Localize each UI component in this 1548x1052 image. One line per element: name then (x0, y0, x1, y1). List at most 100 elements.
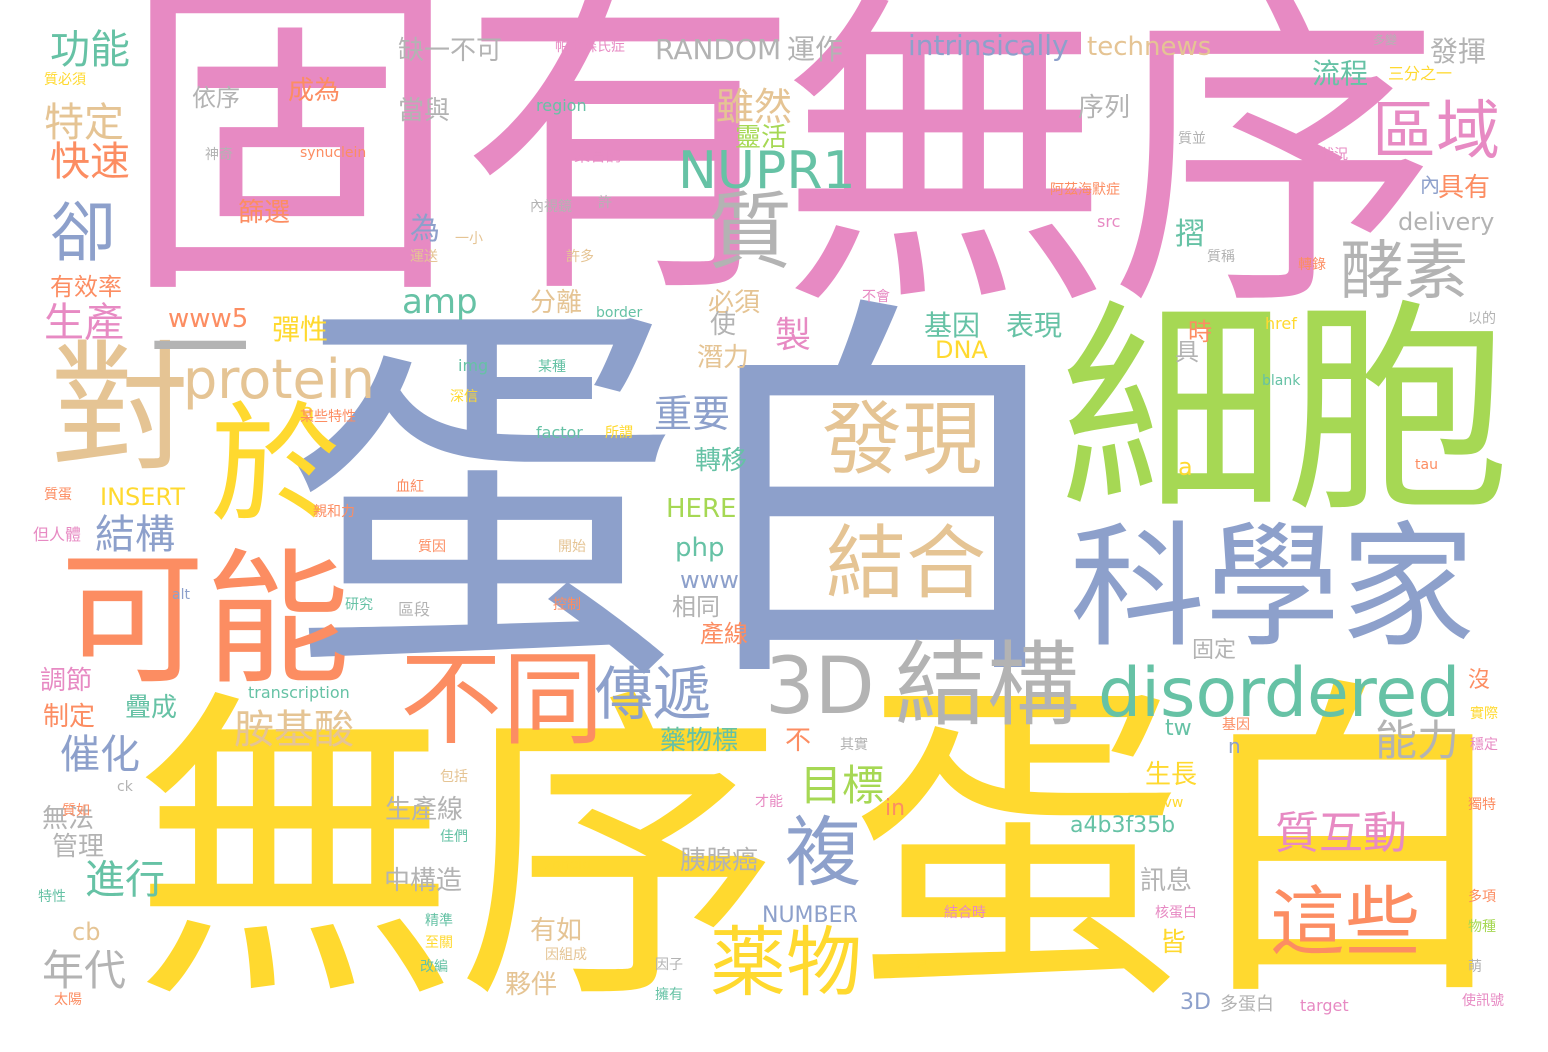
word: 無序 (132, 663, 782, 1042)
word: 靈活 (735, 123, 788, 153)
word: 訊息 (1140, 866, 1193, 896)
word: transcription (248, 683, 350, 702)
word: 一 (150, 291, 250, 408)
word: 結合 (826, 517, 986, 610)
word: 進行 (85, 857, 165, 903)
word: 內 (1420, 173, 1440, 197)
word: 但人體 (33, 525, 82, 544)
word: a4b3f35b (1070, 813, 1176, 838)
word: 開始 (558, 539, 586, 555)
word: 所謂 (605, 425, 633, 441)
word: technews (1087, 32, 1212, 62)
word: 不 (785, 726, 812, 756)
word: factor (536, 423, 583, 442)
word: 某種 (538, 359, 566, 375)
word: 多變 (1373, 33, 1398, 47)
word: zoneid (545, 857, 592, 873)
word: 運送 (410, 249, 438, 265)
word: 不會 (862, 289, 890, 305)
word: 獨特 (1468, 797, 1496, 813)
word: 依序 (192, 84, 240, 112)
word: 親和力 (313, 504, 355, 520)
word: 結合時 (944, 905, 986, 921)
word: 許 (598, 195, 612, 211)
word: 轉錄 (1298, 257, 1326, 273)
word: www (680, 566, 739, 594)
word: tau (1415, 457, 1438, 473)
word: 催化 (60, 732, 140, 778)
word: 缺一不可 (398, 36, 503, 66)
word: 流程 (1312, 57, 1369, 90)
word: delivery (1398, 208, 1495, 236)
word: 因組成 (545, 947, 587, 963)
word: 彈性 (272, 313, 329, 346)
word: 質稱 (1207, 249, 1235, 265)
word: 才能 (755, 794, 783, 810)
word: cb (72, 918, 101, 946)
word: 不同 (400, 641, 604, 760)
word: 生產 (44, 300, 124, 346)
word: 質如 (62, 803, 90, 819)
word: 生長 (1145, 760, 1198, 790)
word: 轉移 (695, 446, 748, 476)
word: 精準 (425, 913, 453, 929)
word: 許多 (566, 249, 594, 265)
word: 目標 (800, 761, 885, 810)
word: 表現 (1006, 309, 1063, 342)
word: 三分之一 (1388, 64, 1453, 83)
word: region (536, 96, 587, 115)
word: 其實 (840, 737, 868, 753)
word: avw (1155, 795, 1184, 811)
word: 摺 (1175, 217, 1205, 252)
word: 某些特性 (300, 409, 356, 425)
word: 皆 (1160, 928, 1187, 958)
word: 神奇 (205, 147, 233, 163)
word: 重要 (654, 392, 731, 436)
word: src (1097, 212, 1121, 231)
word: 當與 (398, 96, 451, 126)
word: 雖然 (716, 85, 793, 129)
word: 聚合酶 (574, 146, 623, 165)
word: 能力 (1375, 716, 1460, 765)
word: 核蛋白 (1155, 905, 1197, 921)
word: 管理 (52, 832, 105, 862)
word: www5 (168, 304, 249, 334)
word: 擁有 (655, 987, 683, 1003)
word: 使訊號 (1462, 993, 1504, 1009)
word: 篩選 (238, 198, 291, 228)
word: alt (172, 587, 190, 603)
word: 具 (1175, 338, 1199, 366)
word: 科學家 (1070, 509, 1475, 666)
word: blank (1262, 373, 1301, 389)
word: 以的 (1468, 311, 1496, 327)
word: 有如 (530, 916, 583, 946)
word: 年代 (42, 946, 127, 995)
word: 質必須 (44, 72, 86, 88)
word: RANDOM (655, 33, 782, 66)
word: 物種 (1468, 919, 1496, 935)
word: 蛋白 (850, 652, 1520, 1042)
word: 深信 (450, 389, 478, 405)
word: 特定 (44, 100, 124, 146)
word: 3D (1180, 990, 1211, 1015)
word: 夥伴 (505, 970, 558, 1000)
word: 分離 (530, 288, 583, 318)
word: tw (1165, 716, 1192, 741)
word: 對 (50, 328, 191, 491)
word: 制定 (43, 702, 96, 732)
word: border (596, 305, 643, 321)
word: 無法 (42, 804, 95, 834)
word: 產線 (700, 620, 748, 648)
word: 包括 (440, 769, 468, 785)
word: 質因 (418, 539, 446, 555)
word: 成為 (288, 76, 341, 106)
word: 質 (708, 183, 793, 281)
word: 卻 (50, 194, 116, 271)
word: 這些 (1270, 878, 1421, 966)
word: 製 (775, 315, 812, 356)
word: 區段 (398, 600, 431, 619)
word: 質並 (1178, 131, 1206, 147)
word: 藥物標 (660, 726, 739, 756)
word: 發揮 (1430, 35, 1487, 68)
